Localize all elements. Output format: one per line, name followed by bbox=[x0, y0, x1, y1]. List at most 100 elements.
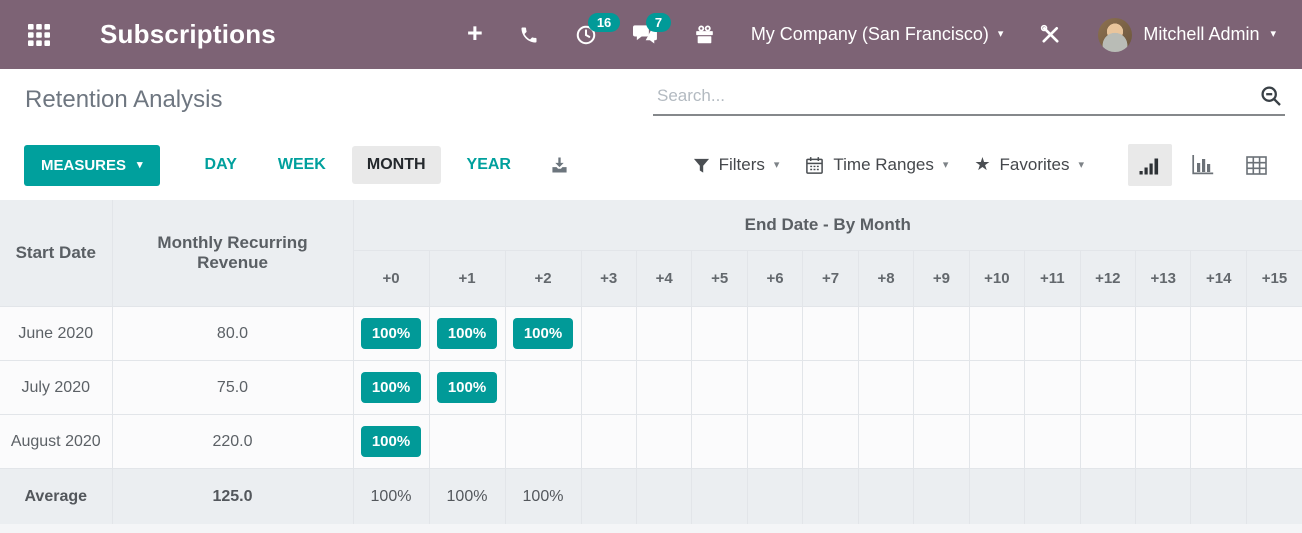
empty-retention-cell bbox=[746, 467, 804, 524]
period-column-header: +5 bbox=[691, 249, 748, 307]
empty-retention-cell bbox=[968, 305, 1026, 361]
time-ranges-dropdown[interactable]: Time Ranges ▾ bbox=[805, 155, 948, 175]
empty-retention-cell bbox=[968, 359, 1026, 415]
measure-column-header: Monthly Recurring Revenue bbox=[111, 199, 354, 307]
empty-retention-cell bbox=[428, 413, 506, 469]
empty-retention-cell bbox=[1024, 467, 1081, 524]
user-name: Mitchell Admin bbox=[1143, 24, 1260, 44]
start-date-cell: July 2020 bbox=[0, 359, 113, 415]
empty-retention-cell bbox=[635, 305, 693, 361]
empty-retention-cell bbox=[1079, 413, 1137, 469]
empty-retention-cell bbox=[857, 467, 915, 524]
retention-cell: 100% bbox=[352, 413, 430, 469]
empty-retention-cell bbox=[913, 467, 970, 524]
period-column-header: +9 bbox=[913, 249, 970, 307]
measures-button[interactable]: MEASURES ▾ bbox=[24, 144, 160, 186]
favorites-dropdown[interactable]: ★ Favorites ▾ bbox=[974, 155, 1084, 175]
app-title[interactable]: Subscriptions bbox=[100, 19, 276, 49]
period-column-header: +1 bbox=[428, 249, 506, 307]
download-icon[interactable] bbox=[549, 155, 570, 175]
period-column-header: +7 bbox=[802, 249, 859, 307]
empty-retention-cell bbox=[635, 467, 693, 524]
chevron-down-icon: ▾ bbox=[942, 158, 949, 171]
filters-dropdown[interactable]: Filters ▾ bbox=[693, 155, 780, 175]
empty-retention-cell bbox=[746, 359, 804, 415]
cohort-view-button[interactable] bbox=[1128, 144, 1172, 186]
empty-retention-cell bbox=[691, 359, 748, 415]
retention-cell: 100% bbox=[352, 467, 430, 524]
empty-retention-cell bbox=[691, 305, 748, 361]
column-group-header: End Date - By Month bbox=[352, 199, 1302, 251]
breadcrumb-row: Retention Analysis bbox=[0, 69, 1302, 130]
calendar-icon bbox=[806, 156, 824, 174]
empty-retention-cell bbox=[1245, 467, 1302, 524]
period-column-header: +10 bbox=[968, 249, 1026, 307]
graph-view-button[interactable] bbox=[1181, 144, 1225, 186]
activity-clock-icon[interactable]: 16 bbox=[575, 12, 621, 46]
gift-icon[interactable] bbox=[694, 24, 715, 46]
measures-label: MEASURES bbox=[41, 156, 127, 174]
period-column-header: +12 bbox=[1079, 249, 1137, 307]
empty-retention-cell bbox=[1245, 413, 1302, 469]
view-switcher bbox=[1128, 144, 1278, 186]
phone-icon[interactable] bbox=[519, 25, 539, 45]
retention-badge[interactable]: 100% bbox=[436, 317, 498, 349]
period-column-header: +6 bbox=[746, 249, 804, 307]
retention-cell: 100% bbox=[428, 359, 506, 415]
empty-retention-cell bbox=[802, 305, 859, 361]
empty-retention-cell bbox=[857, 413, 915, 469]
favorites-label: Favorites bbox=[999, 155, 1070, 174]
grid-icon bbox=[1245, 155, 1267, 175]
chat-icon[interactable]: 7 bbox=[632, 12, 672, 46]
period-column-header: +14 bbox=[1190, 249, 1247, 307]
period-column-header: +11 bbox=[1024, 249, 1081, 307]
message-count-badge: 7 bbox=[645, 12, 672, 32]
empty-retention-cell bbox=[857, 359, 915, 415]
retention-badge[interactable]: 100% bbox=[512, 317, 574, 349]
search-box bbox=[653, 84, 1285, 116]
empty-retention-cell bbox=[802, 359, 859, 415]
start-date-cell: August 2020 bbox=[0, 413, 113, 469]
retention-badge[interactable]: 100% bbox=[436, 371, 498, 403]
retention-cell: 100% bbox=[352, 305, 430, 361]
debug-tools-icon[interactable] bbox=[1039, 23, 1062, 46]
navbar-right-group: + 16 7 My Company (San Francisco) bbox=[467, 12, 1276, 52]
average-row: Average 125.0 100% 100% 100% bbox=[0, 467, 1302, 524]
empty-retention-cell bbox=[691, 413, 748, 469]
interval-year-button[interactable]: YEAR bbox=[466, 156, 511, 173]
interval-week-button[interactable]: WEEK bbox=[277, 156, 326, 173]
interval-day-button[interactable]: DAY bbox=[204, 156, 237, 173]
empty-retention-cell bbox=[635, 359, 693, 415]
filters-label: Filters bbox=[718, 155, 765, 174]
time-ranges-label: Time Ranges bbox=[833, 155, 934, 174]
chevron-down-icon: ▾ bbox=[773, 158, 780, 171]
search-options-group: Filters ▾ Time Ranges ▾ ★ Favorites ▾ bbox=[667, 144, 1278, 186]
mrr-value-cell: 220.0 bbox=[111, 413, 354, 469]
apps-grid-icon[interactable] bbox=[28, 23, 50, 46]
activity-count-badge: 16 bbox=[587, 12, 621, 32]
period-header-row: +0 +1 +2 +3 +4 +5 +6 +7 +8 +9 +10 +11 +12 +13 +14 +15 bbox=[0, 249, 1302, 307]
star-icon: ★ bbox=[974, 154, 991, 174]
retention-badge[interactable]: 100% bbox=[360, 317, 422, 349]
interval-month-button[interactable]: MONTH bbox=[351, 146, 441, 184]
pivot-view-button[interactable] bbox=[1234, 144, 1278, 186]
chevron-down-icon: ▾ bbox=[1078, 158, 1084, 171]
search-input[interactable] bbox=[655, 84, 1259, 107]
company-name: My Company (San Francisco) bbox=[750, 24, 989, 44]
empty-retention-cell bbox=[1079, 305, 1137, 361]
retention-cell: 100% bbox=[428, 467, 506, 524]
retention-badge[interactable]: 100% bbox=[360, 371, 422, 403]
retention-badge[interactable]: 100% bbox=[360, 425, 422, 457]
empty-retention-cell bbox=[913, 413, 970, 469]
user-menu[interactable]: Mitchell Admin ▾ bbox=[1098, 17, 1276, 52]
empty-retention-cell bbox=[1190, 359, 1247, 415]
start-date-column-header: Start Date bbox=[0, 199, 113, 307]
empty-retention-cell bbox=[746, 305, 804, 361]
company-switcher[interactable]: My Company (San Francisco) ▾ bbox=[751, 24, 1004, 45]
magnifier-minus-icon[interactable] bbox=[1259, 84, 1283, 108]
period-column-header: +4 bbox=[635, 249, 693, 307]
empty-retention-cell bbox=[1190, 413, 1247, 469]
mrr-value-cell: 75.0 bbox=[111, 359, 354, 415]
plus-icon[interactable]: + bbox=[467, 17, 483, 48]
empty-retention-cell bbox=[857, 305, 915, 361]
